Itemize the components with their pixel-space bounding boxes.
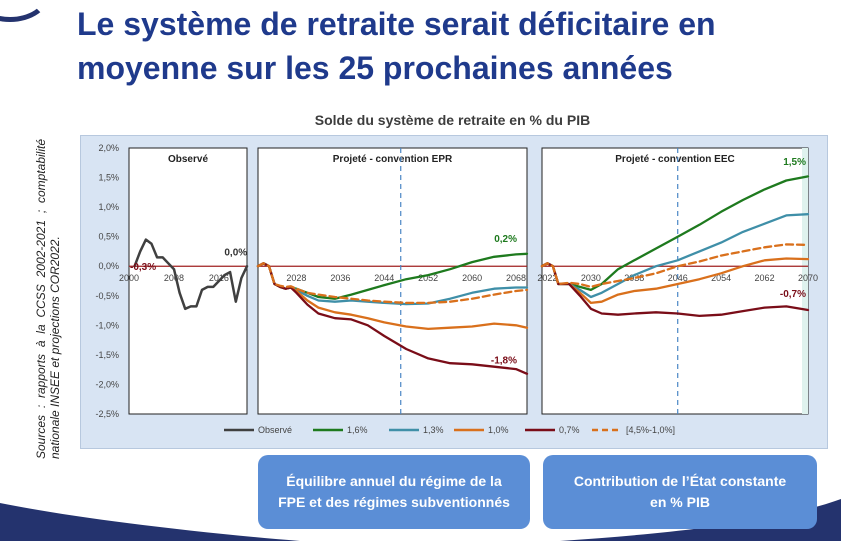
x-tick-label: 2068	[506, 273, 526, 283]
data-label: -0,3%	[130, 262, 156, 273]
slide-title: Le système de retraite serait déficitair…	[77, 2, 827, 90]
data-label: 0,0%	[224, 247, 247, 258]
series-line-range	[256, 262, 529, 305]
sources-text: Sources : rapports à la CCSS 2002-2021 ;…	[34, 139, 62, 459]
y-tick-label: 1,5%	[98, 173, 119, 183]
panel-edge-band	[802, 148, 808, 414]
y-tick-label: -2,0%	[95, 379, 119, 389]
panel-title: Observé	[168, 154, 208, 165]
y-tick-label: 0,5%	[98, 232, 119, 242]
x-tick-label: 2044	[374, 273, 394, 283]
x-tick-label: 2062	[755, 273, 775, 283]
x-tick-label: 2054	[711, 273, 731, 283]
x-tick-label: 2046	[668, 273, 688, 283]
state-contribution-line1: Contribution de l’État constante	[573, 473, 787, 489]
legend-label: 1,0%	[488, 425, 509, 435]
x-tick-label: 2038	[624, 273, 644, 283]
y-tick-label: -1,5%	[95, 350, 119, 360]
slide-title-line1: Le système de retraite serait déficitair…	[77, 6, 716, 42]
x-tick-label: 2036	[330, 273, 350, 283]
fpe-balance-line1: Équilibre annuel du régime de la	[286, 473, 502, 489]
x-tick-label: 2028	[286, 273, 306, 283]
footer-wave	[0, 499, 841, 541]
x-tick-label: 2000	[119, 273, 139, 283]
y-tick-label: -0,5%	[95, 291, 119, 301]
panel-frame	[541, 147, 809, 415]
fpe-balance-line2: FPE et des régimes subventionnés	[278, 494, 510, 510]
data-label: -0,7%	[780, 289, 806, 300]
panel-frame	[257, 147, 528, 415]
data-label: -1,8%	[491, 356, 517, 367]
chart: 2,0% 1,5% 1,0% 0,5% 0,0% -0,5% -1,0% -1,5% -2,0%…	[95, 143, 818, 435]
y-tick-label: 0,0%	[98, 261, 119, 271]
legend-label: 1,6%	[347, 425, 368, 435]
legend-label: Observé	[258, 425, 292, 435]
chart-area: 2,0% 1,5% 1,0% 0,5% 0,0% -0,5% -1,0% -1,5% -2,0%…	[80, 135, 828, 449]
fpe-balance-button[interactable]: Équilibre annuel du régime de la FPE et …	[258, 455, 530, 529]
y-tick-label: 2,0%	[98, 143, 119, 153]
chart-title: Solde du système de retraite en % du PIB	[314, 112, 591, 128]
data-label: 0,2%	[494, 234, 517, 245]
series-line-range	[540, 243, 810, 289]
x-tick-label: 2070	[798, 273, 818, 283]
legend-label: 1,3%	[423, 425, 444, 435]
slide-title-line2: moyenne sur les 25 prochaines années	[77, 50, 673, 86]
y-tick-label: -2,5%	[95, 409, 119, 419]
panel-title: Projeté - convention EEC	[615, 154, 734, 165]
legend-label: [4,5%-1,0%]	[626, 425, 675, 435]
x-tick-label: 2022	[537, 273, 557, 283]
panel-frame	[128, 147, 248, 415]
y-tick-label: -1,0%	[95, 320, 119, 330]
state-contribution-button[interactable]: Contribution de l’État constante en % PI…	[543, 455, 817, 529]
x-tick-label: 2052	[418, 273, 438, 283]
x-tick-label: 2060	[462, 273, 482, 283]
legend-label: 0,7%	[559, 425, 580, 435]
logo-arc	[0, 0, 50, 22]
series-line-observe	[133, 238, 249, 311]
x-tick-label: 2008	[164, 273, 184, 283]
y-tick-label: 1,0%	[98, 202, 119, 212]
panel-title: Projeté - convention EPR	[333, 154, 453, 165]
state-contribution-line2: en % PIB	[650, 494, 710, 510]
data-label: 1,5%	[783, 157, 806, 168]
x-tick-label: 2016	[209, 273, 229, 283]
x-tick-label: 2030	[581, 273, 601, 283]
